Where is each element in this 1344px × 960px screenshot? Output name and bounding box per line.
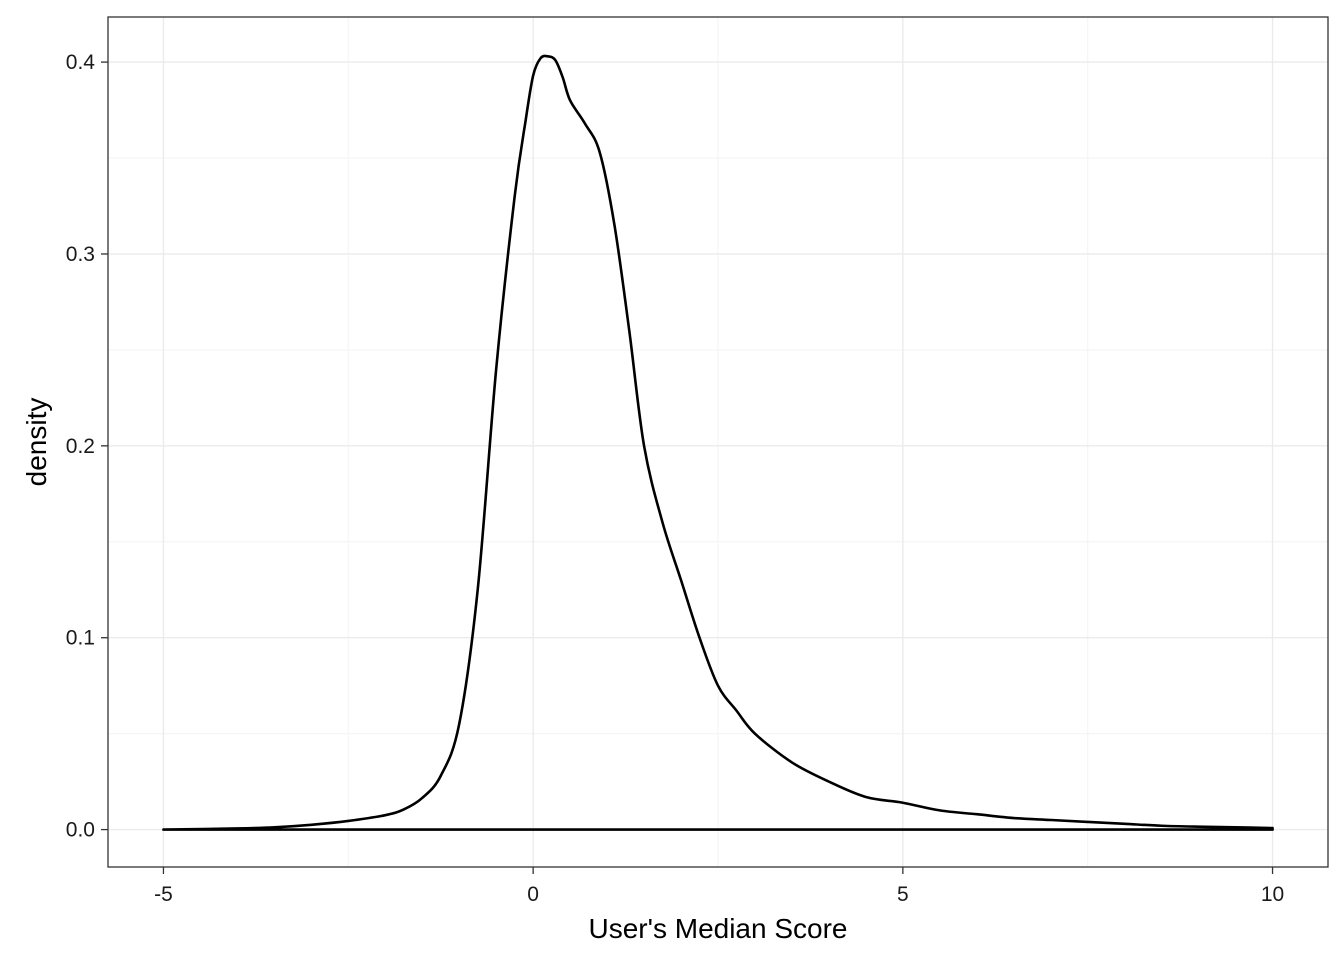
- y-axis-title: density: [21, 398, 52, 487]
- x-tick-label: 0: [527, 883, 539, 906]
- y-tick-label: 0.3: [66, 243, 95, 266]
- x-tick-label: 5: [897, 883, 909, 906]
- density-curve: [162, 54, 1274, 831]
- y-axis-ticks: 0.0 0.1 0.2 0.3 0.4: [66, 51, 108, 842]
- y-tick-label: 0.2: [66, 435, 95, 458]
- x-tick-label: 10: [1261, 883, 1284, 906]
- y-tick-label: 0.1: [66, 627, 95, 650]
- y-tick-label: 0.0: [66, 819, 95, 842]
- x-tick-label: -5: [154, 883, 173, 906]
- x-axis-ticks: -5 0 5 10: [154, 867, 1284, 906]
- x-axis-title: User's Median Score: [589, 913, 848, 944]
- y-tick-label: 0.4: [66, 51, 96, 74]
- minor-gridlines: [108, 17, 1328, 867]
- panel-border: [107, 16, 1329, 868]
- density-series: [162, 54, 1274, 831]
